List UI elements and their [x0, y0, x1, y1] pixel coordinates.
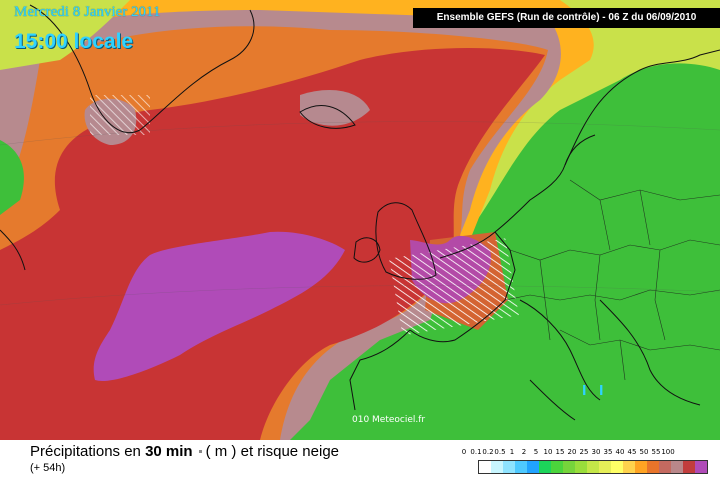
forecast-time: 15:00 locale — [14, 30, 134, 53]
legend-tick-label: 2 — [521, 448, 527, 456]
legend-color-bar — [478, 460, 708, 474]
map-marks: l l — [582, 384, 608, 399]
legend-swatch — [527, 461, 539, 473]
forecast-date: Mercredi 8 Janvier 2011 — [14, 4, 161, 20]
copyright-credit: 010 Meteociel.fr — [352, 415, 426, 425]
legend-tick-label: 45 — [627, 448, 637, 456]
legend-swatch — [563, 461, 575, 473]
legend-swatch — [575, 461, 587, 473]
legend-tick-label: 1 — [509, 448, 515, 456]
legend-swatch — [539, 461, 551, 473]
snow-risk-hatch-greenland — [90, 95, 150, 135]
legend-tick-label: 0 — [461, 448, 467, 456]
legend-swatch — [503, 461, 515, 473]
legend-swatch — [671, 461, 683, 473]
coastlines — [0, 4, 720, 421]
legend-swatch — [695, 461, 707, 473]
legend-labels: 0 0.1 0.2 0.5 1 2 5 10 15 20 25 30 35 40 45 50 55 100 — [456, 448, 718, 458]
legend-swatch — [599, 461, 611, 473]
legend-swatch — [551, 461, 563, 473]
legend-swatch — [635, 461, 647, 473]
legend-tick-label: 55 — [651, 448, 661, 456]
legend-tick-label: 25 — [579, 448, 589, 456]
caption-prefix: Précipitations en — [30, 443, 141, 460]
model-run-label: Ensemble GEFS (Run de contrôle) - 06 Z d… — [413, 8, 720, 28]
legend-swatch — [587, 461, 599, 473]
legend-tick-label: 40 — [615, 448, 625, 456]
grid-lines — [0, 121, 720, 306]
legend-tick-label: 0.2 — [482, 448, 494, 456]
legend-tick-label: 30 — [591, 448, 601, 456]
color-legend: 0 0.1 0.2 0.5 1 2 5 10 15 20 25 30 35 40 45 50 55 100 — [456, 448, 718, 478]
legend-swatch — [515, 461, 527, 473]
precipitation-map — [0, 0, 720, 440]
caption-unit: ( m ) — [205, 443, 237, 460]
legend-swatch — [491, 461, 503, 473]
caption-period: 30 min — [145, 443, 193, 460]
legend-tick-label: 20 — [567, 448, 577, 456]
legend-tick-label: 50 — [639, 448, 649, 456]
legend-tick-label: 10 — [543, 448, 553, 456]
map-caption: Précipitations en 30 min ( m ) et risque … — [30, 443, 339, 460]
legend-swatch — [647, 461, 659, 473]
forecast-offset: (+ 54h) — [30, 462, 66, 474]
legend-swatch — [611, 461, 623, 473]
legend-tick-label: 0.5 — [494, 448, 506, 456]
legend-tick-label: 100 — [661, 448, 675, 456]
caption-dot — [198, 449, 202, 453]
caption-suffix: et risque neige — [240, 443, 340, 460]
legend-tick-label: 35 — [603, 448, 613, 456]
legend-swatch — [479, 461, 491, 473]
legend-swatch — [659, 461, 671, 473]
legend-tick-label: 5 — [533, 448, 539, 456]
precip-bands — [0, 0, 720, 440]
legend-panel: Précipitations en 30 min ( m ) et risque … — [0, 440, 720, 480]
legend-swatch — [683, 461, 695, 473]
legend-tick-label: 15 — [555, 448, 565, 456]
country-borders — [504, 179, 720, 381]
snow-risk-hatch — [389, 238, 519, 336]
legend-swatch — [623, 461, 635, 473]
legend-tick-label: 0.1 — [470, 448, 482, 456]
